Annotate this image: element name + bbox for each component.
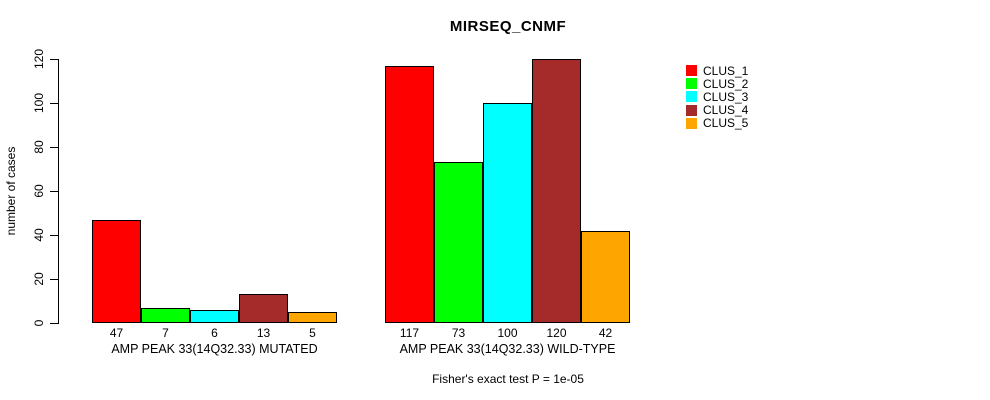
y-axis-line <box>58 59 59 324</box>
legend-label: CLUS_3 <box>703 89 749 104</box>
bar-value-label: 120 <box>546 326 567 340</box>
bar-clus_3-group2 <box>483 103 532 323</box>
y-tick-label: 60 <box>32 184 46 198</box>
y-tick-mark <box>50 279 58 280</box>
bar-value-label: 47 <box>109 326 124 340</box>
y-tick-label: 0 <box>32 319 46 327</box>
legend-label: CLUS_5 <box>703 116 749 131</box>
legend-item: CLUS_4 <box>686 103 749 118</box>
y-tick-mark <box>50 59 58 60</box>
bar-clus_4-group2 <box>532 59 581 323</box>
legend-item: CLUS_3 <box>686 89 749 104</box>
bar-clus_1-group2 <box>385 65 434 323</box>
bar-value-label: 73 <box>451 326 466 340</box>
legend-item: CLUS_2 <box>686 76 749 91</box>
bar-clus_5-group1 <box>288 312 337 323</box>
y-axis-label: number of cases <box>4 146 18 236</box>
bar-clus_1-group1 <box>92 219 141 323</box>
y-tick-label: 20 <box>32 272 46 286</box>
bar-value-label: 5 <box>309 326 316 340</box>
legend-item: CLUS_1 <box>686 63 749 78</box>
bar-value-label: 13 <box>256 326 271 340</box>
legend-label: CLUS_2 <box>703 76 749 91</box>
bar-value-label: 117 <box>399 326 420 340</box>
bar-clus_5-group2 <box>581 230 630 323</box>
y-tick-label: 120 <box>32 48 46 70</box>
y-tick-label: 40 <box>32 228 46 242</box>
legend-swatch-clus_5 <box>686 117 697 129</box>
group-label: AMP PEAK 33(14Q32.33) MUTATED <box>111 342 318 356</box>
group-label: AMP PEAK 33(14Q32.33) WILD-TYPE <box>399 342 616 356</box>
legend-label: CLUS_4 <box>703 103 749 118</box>
legend-swatch-clus_2 <box>686 78 697 90</box>
chart-title: MIRSEQ_CNMF <box>449 18 567 35</box>
legend-swatch-clus_4 <box>686 104 697 116</box>
legend-label: CLUS_1 <box>703 63 749 78</box>
footnote-fisher-test: Fisher's exact test P = 1e-05 <box>432 372 584 386</box>
legend: CLUS_1 CLUS_2 CLUS_3 CLUS_4 CLUS_5 <box>686 64 748 130</box>
y-tick-mark <box>50 235 58 236</box>
bar-clus_4-group1 <box>239 294 288 323</box>
bar-value-label: 42 <box>598 326 613 340</box>
bar-value-label: 7 <box>162 326 169 340</box>
bar-clus_3-group1 <box>190 309 239 323</box>
legend-item: CLUS_5 <box>686 116 749 131</box>
y-tick-mark <box>50 147 58 148</box>
bar-value-label: 100 <box>497 326 518 340</box>
bar-clus_2-group2 <box>434 162 483 323</box>
bar-value-label: 6 <box>211 326 218 340</box>
legend-swatch-clus_1 <box>686 65 697 77</box>
legend-swatch-clus_3 <box>686 91 697 103</box>
y-tick-mark <box>50 191 58 192</box>
y-tick-label: 100 <box>32 92 46 114</box>
bar-clus_2-group1 <box>141 307 190 323</box>
y-tick-mark <box>50 323 58 324</box>
y-tick-label: 80 <box>32 140 46 154</box>
y-tick-mark <box>50 103 58 104</box>
